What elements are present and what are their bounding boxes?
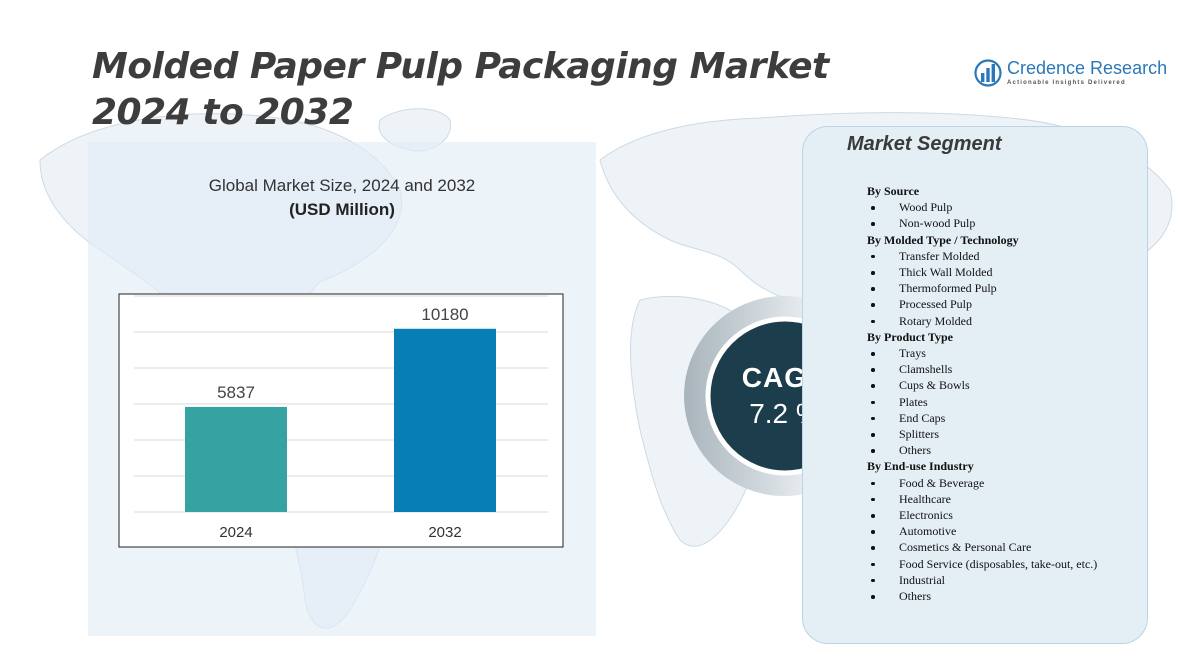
segment-items: Transfer Molded Thick Wall Molded Thermofo… [867, 248, 1147, 329]
segment-items: Trays Clamshells Cups & Bowls Plates End Cap… [867, 345, 1147, 458]
segment-item: Food Service (disposables, take-out, etc… [867, 556, 1147, 572]
segment-item: Thick Wall Molded [867, 264, 1147, 280]
segment-item: Cups & Bowls [867, 377, 1147, 393]
segment-item: Automotive [867, 523, 1147, 539]
chart-panel: Global Market Size, 2024 and 2032 (USD M… [88, 142, 596, 636]
segment-item: Electronics [867, 507, 1147, 523]
x-tick-label: 2032 [428, 524, 461, 541]
segment-group-title: By Source [867, 184, 920, 198]
bar-chart: 5837 2024 10180 2032 [118, 293, 564, 548]
segment-item: Thermoformed Pulp [867, 280, 1147, 296]
segment-item: Plates [867, 394, 1147, 410]
bar-chart-logo-icon [974, 59, 1002, 87]
bar-2024 [185, 406, 287, 512]
page-title-line-1: Molded Paper Pulp Packaging Market [92, 46, 829, 87]
brand-tagline: Actionable Insights Delivered [1007, 80, 1126, 86]
segment-item: Healthcare [867, 491, 1147, 507]
segment-group: By Molded Type / Technology Transfer Mold… [867, 232, 1147, 329]
segment-item: Others [867, 588, 1147, 604]
page-title: Molded Paper Pulp Packaging Market 2024 … [92, 44, 829, 136]
brand-name: Credence Research [1007, 58, 1168, 78]
segment-list: By Source Wood Pulp Non-wood Pulp By Molded… [867, 183, 1147, 604]
segment-item: Trays [867, 345, 1147, 361]
segment-item: Wood Pulp [867, 199, 1147, 215]
page-title-line-2: 2024 to 2032 [92, 92, 354, 133]
segment-group: By End-use Industry Food & Beverage Health… [867, 458, 1147, 604]
segment-item: Processed Pulp [867, 296, 1147, 312]
brand-logo: Credence Research Actionable Insights De… [974, 56, 1174, 90]
segment-item: Transfer Molded [867, 248, 1147, 264]
segment-item: Others [867, 442, 1147, 458]
segment-group-title: By Molded Type / Technology [867, 232, 1019, 247]
segment-item: Industrial [867, 572, 1147, 588]
segment-items: Food & Beverage Healthcare Electronics Auto… [867, 475, 1147, 605]
data-label: 10180 [421, 305, 468, 324]
data-label: 5837 [217, 383, 255, 402]
segment-group: By Product Type Trays Clamshells Cups & Bow… [867, 329, 1147, 459]
segment-item: Cosmetics & Personal Care [867, 539, 1147, 555]
segment-panel-title: Market Segment [847, 133, 1002, 155]
segment-item: Clamshells [867, 361, 1147, 377]
segment-item: Splitters [867, 426, 1147, 442]
segment-group-title: By Product Type [867, 329, 954, 344]
segment-item: End Caps [867, 410, 1147, 426]
segment-item: Rotary Molded [867, 313, 1147, 329]
segment-item: Non-wood Pulp [867, 215, 1147, 231]
market-segment-panel: Market Segment By Source Wood Pulp Non-woo… [802, 126, 1148, 644]
chart-unit: (USD Million) [289, 200, 395, 219]
segment-item: Food & Beverage [867, 475, 1147, 491]
segment-items: Wood Pulp Non-wood Pulp [867, 199, 1147, 231]
bar-2032 [394, 328, 496, 512]
x-tick-label: 2024 [219, 524, 252, 541]
segment-group-title: By End-use Industry [867, 459, 974, 474]
chart-title: Global Market Size, 2024 and 2032 [208, 176, 476, 195]
segment-group: By Source Wood Pulp Non-wood Pulp [867, 183, 1147, 232]
